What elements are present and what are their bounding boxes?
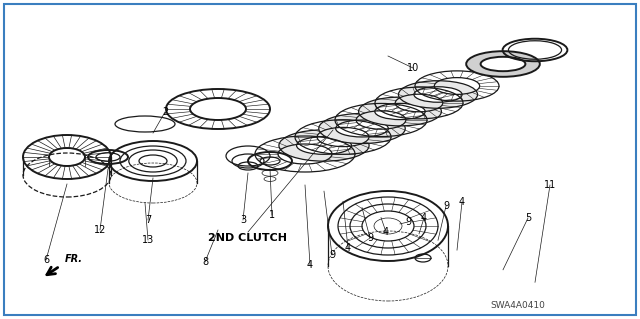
Text: 10: 10 xyxy=(407,63,419,73)
Ellipse shape xyxy=(319,114,405,144)
Text: 11: 11 xyxy=(544,180,556,190)
Ellipse shape xyxy=(336,120,388,137)
Text: 2: 2 xyxy=(162,107,168,117)
Text: 2ND CLUTCH: 2ND CLUTCH xyxy=(209,233,287,243)
Ellipse shape xyxy=(358,97,442,126)
Ellipse shape xyxy=(279,130,369,161)
Text: 4: 4 xyxy=(459,197,465,207)
Ellipse shape xyxy=(296,137,351,154)
Text: 4: 4 xyxy=(421,213,427,223)
Text: 4: 4 xyxy=(383,227,389,237)
Ellipse shape xyxy=(399,81,477,108)
Text: 8: 8 xyxy=(202,257,208,267)
Text: SWA4A0410: SWA4A0410 xyxy=(490,300,545,309)
Ellipse shape xyxy=(414,87,462,102)
Text: 4: 4 xyxy=(345,243,351,253)
Text: 9: 9 xyxy=(443,201,449,211)
Ellipse shape xyxy=(481,57,525,71)
Text: 9: 9 xyxy=(329,250,335,260)
Text: 9: 9 xyxy=(405,217,411,227)
Text: 3: 3 xyxy=(240,215,246,225)
Text: 5: 5 xyxy=(525,213,531,223)
Text: 13: 13 xyxy=(142,235,154,245)
Text: 4: 4 xyxy=(307,260,313,270)
Text: 9: 9 xyxy=(367,233,373,243)
Text: 6: 6 xyxy=(43,255,49,265)
Ellipse shape xyxy=(466,51,540,77)
Ellipse shape xyxy=(375,103,425,120)
Text: FR.: FR. xyxy=(65,254,83,264)
Text: 12: 12 xyxy=(94,225,106,235)
Text: 7: 7 xyxy=(145,215,151,225)
Text: 1: 1 xyxy=(269,210,275,220)
